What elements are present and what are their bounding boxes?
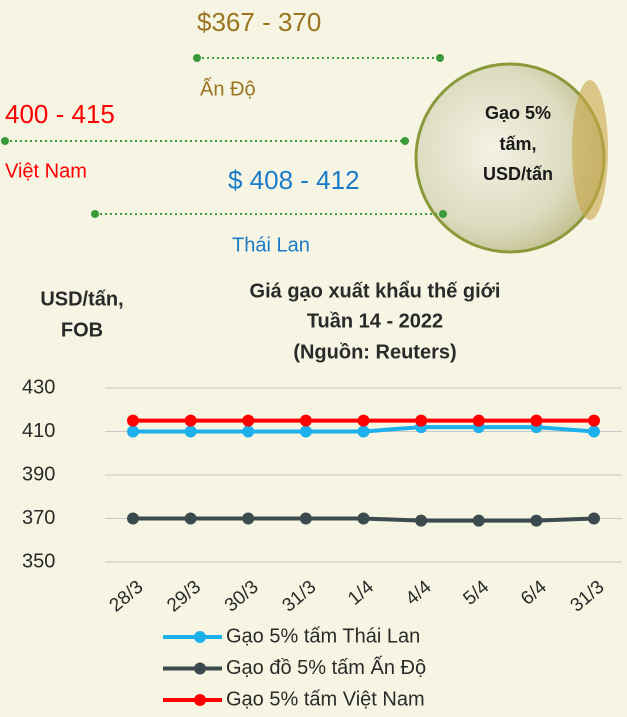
price: $367 - 370 bbox=[197, 7, 321, 37]
point bbox=[358, 513, 370, 525]
point bbox=[185, 513, 197, 525]
x-tick-label: 28/3 bbox=[106, 577, 148, 617]
point bbox=[358, 415, 370, 427]
price: 400 - 415 bbox=[5, 99, 115, 129]
y-tick-label: 410 bbox=[22, 420, 55, 442]
y-tick-label: 430 bbox=[22, 376, 55, 398]
point bbox=[473, 515, 485, 527]
legend-marker bbox=[194, 694, 206, 706]
country: Thái Lan bbox=[232, 234, 310, 256]
x-tick-label: 29/3 bbox=[163, 577, 205, 617]
y-tick-label: 370 bbox=[22, 507, 55, 529]
point bbox=[530, 415, 542, 427]
point bbox=[127, 513, 139, 525]
legend-label: Gạo 5% tấm Thái Lan bbox=[226, 625, 420, 647]
y-axis-label: USD/tấn, bbox=[40, 288, 123, 310]
point bbox=[185, 415, 197, 427]
legend-label: Gạo 5% tấm Việt Nam bbox=[226, 688, 425, 710]
point bbox=[127, 415, 139, 427]
country: Ấn Độ bbox=[200, 77, 256, 100]
point bbox=[242, 415, 254, 427]
x-tick-label: 1/4 bbox=[344, 576, 378, 609]
point bbox=[300, 426, 312, 438]
point bbox=[242, 426, 254, 438]
chart-title: Tuần 14 - 2022 bbox=[307, 310, 443, 332]
point bbox=[588, 513, 600, 525]
point bbox=[415, 415, 427, 427]
rice-ear bbox=[572, 80, 608, 220]
legend-marker bbox=[194, 631, 206, 643]
point bbox=[473, 415, 485, 427]
x-tick-label: 31/3 bbox=[567, 577, 609, 617]
badge-text: USD/tấn bbox=[483, 164, 553, 184]
country: Việt Nam bbox=[5, 160, 87, 182]
x-tick-label: 6/4 bbox=[517, 576, 551, 609]
point bbox=[588, 426, 600, 438]
point bbox=[185, 426, 197, 438]
x-tick-label: 30/3 bbox=[221, 577, 263, 617]
point bbox=[300, 513, 312, 525]
x-tick-label: 5/4 bbox=[459, 576, 493, 609]
infographic: Gạo 5% tấm, USD/tấn $367 - 370 Ấn Độ 400… bbox=[0, 0, 627, 717]
x-tick-label: 4/4 bbox=[402, 576, 436, 609]
point bbox=[358, 426, 370, 438]
badge-text: tấm, bbox=[499, 134, 536, 154]
point bbox=[415, 515, 427, 527]
price: $ 408 - 412 bbox=[228, 165, 360, 195]
x-tick-label: 31/3 bbox=[278, 577, 320, 617]
y-tick-label: 390 bbox=[22, 463, 55, 485]
point bbox=[588, 415, 600, 427]
y-axis-label: FOB bbox=[61, 319, 103, 341]
point bbox=[127, 426, 139, 438]
legend-marker bbox=[194, 663, 206, 675]
y-tick-label: 350 bbox=[22, 550, 55, 572]
point bbox=[300, 415, 312, 427]
point bbox=[530, 515, 542, 527]
badge-text: Gạo 5% bbox=[485, 103, 551, 123]
point bbox=[242, 513, 254, 525]
chart-title: (Nguồn: Reuters) bbox=[293, 341, 456, 363]
legend-label: Gạo đồ 5% tấm Ấn Độ bbox=[226, 656, 426, 679]
chart-title: Giá gạo xuất khẩu thế giới bbox=[250, 280, 501, 302]
